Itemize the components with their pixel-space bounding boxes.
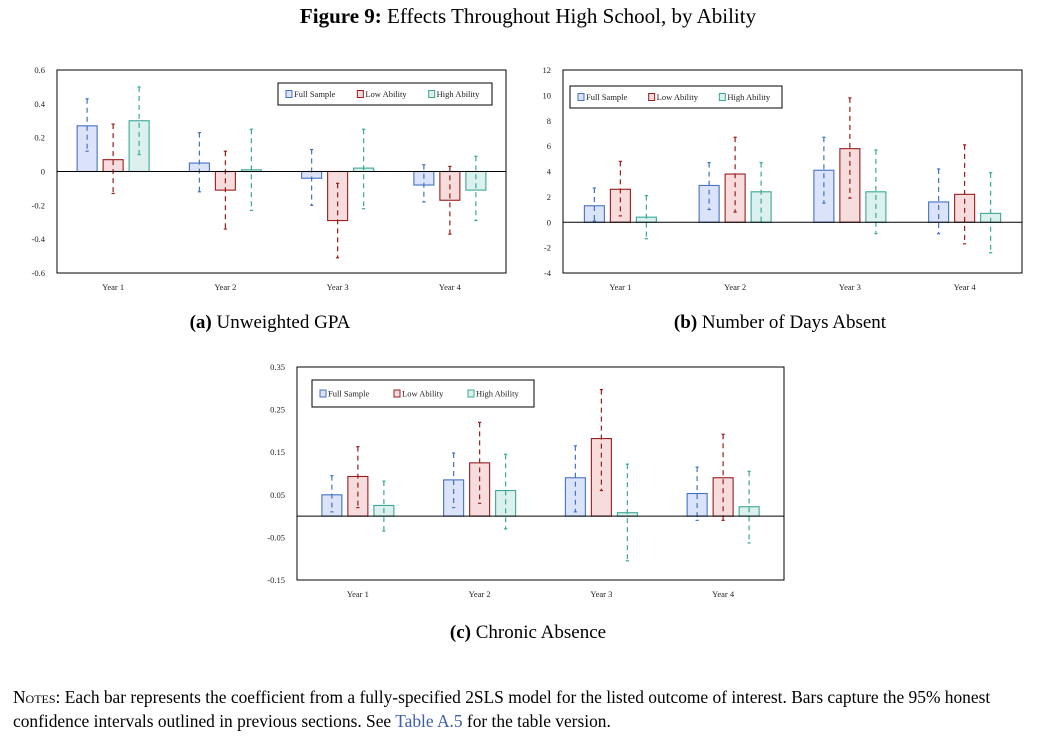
chronic-absence-legend-swatch-full-sample: [319, 389, 327, 398]
unweighted-gpa-xtick-label: Year 2: [214, 282, 236, 292]
chronic-absence-legend-label-high-ability: High Ability: [476, 389, 519, 399]
number-of-days-absent-legend-swatch-high-ability: [718, 93, 726, 101]
caption-days-absent-text: Number of Days Absent: [701, 312, 887, 333]
caption-chronic-absence-text: Chronic Absence: [475, 622, 607, 643]
number-of-days-absent-bar-low-ability-year-1: [609, 188, 631, 223]
number-of-days-absent-legend-label-full-sample: Full Sample: [586, 92, 628, 102]
number-of-days-absent-ytick-label: 6: [547, 141, 551, 151]
caption-days-absent-label: (b): [673, 312, 698, 333]
chronic-absence-ytick-label: 0.05: [270, 490, 285, 500]
unweighted-gpa-legend-box: [277, 82, 493, 106]
caption-gpa-text: Unweighted GPA: [216, 312, 351, 333]
chronic-absence-xtick-label: Year 2: [469, 589, 491, 599]
figure-label: Figure 9:: [299, 4, 382, 28]
figure-title: Figure 9: Effects Throughout High School…: [0, 4, 1056, 29]
number-of-days-absent-ytick-label: 0: [547, 217, 551, 227]
figure-notes: Notes: Each bar represents the coefficie…: [13, 685, 1045, 733]
unweighted-gpa-xtick-label: Year 3: [327, 282, 349, 292]
number-of-days-absent-legend-label-high-ability: High Ability: [727, 92, 770, 102]
chronic-absence-legend-box: [311, 379, 535, 408]
unweighted-gpa-ytick-label: -0.2: [32, 200, 45, 210]
figure-title-text: Effects Throughout High School, by Abili…: [387, 4, 757, 28]
table-reference-link[interactable]: Table A.5: [395, 711, 463, 731]
unweighted-gpa-ytick-label: -0.6: [32, 268, 45, 278]
chronic-absence-xtick-label: Year 3: [590, 589, 612, 599]
number-of-days-absent-ytick-label: 4: [547, 167, 552, 177]
number-of-days-absent-xtick-label: Year 2: [724, 282, 746, 292]
caption-gpa-label: (a): [189, 312, 212, 333]
unweighted-gpa-legend-swatch-high-ability: [428, 90, 436, 98]
number-of-days-absent-legend-box: [569, 85, 783, 109]
chronic-absence-legend-label-full-sample: Full Sample: [328, 389, 370, 399]
unweighted-gpa-legend-swatch-full-sample: [285, 90, 293, 98]
chronic-absence-bar-low-ability-year-3: [590, 438, 612, 517]
chronic-absence-plot-frame: [296, 366, 785, 581]
chronic-absence-xtick-label: Year 1: [347, 589, 369, 599]
unweighted-gpa-ytick-label: 0: [41, 167, 45, 177]
chart-panel-chronic-absence: 0.35 0.25 0.15 0.05 -0.05 -0.15 Year 1 Year 2 Ye…: [267, 362, 785, 599]
unweighted-gpa-ytick-label: 0.2: [34, 133, 45, 143]
chart-panel-gpa: 0.6 0.4 0.2 0 -0.2 -0.4 -0.6 Year 1 Year 2 Year 3…: [32, 65, 507, 292]
chronic-absence-ytick-label: 0.25: [270, 405, 285, 415]
number-of-days-absent-legend-label-low-ability: Low Ability: [657, 92, 699, 102]
unweighted-gpa-ytick-label: -0.4: [32, 234, 46, 244]
notes-body-2: for the table version.: [462, 711, 611, 731]
number-of-days-absent-plot-frame: [562, 69, 1023, 274]
notes-lead: Notes:: [13, 687, 61, 707]
unweighted-gpa-xtick-label: Year 4: [439, 282, 462, 292]
unweighted-gpa-ytick-label: 0.4: [34, 99, 45, 109]
chronic-absence-legend-swatch-high-ability: [467, 389, 475, 398]
chronic-absence-legend-swatch-low-ability: [393, 389, 401, 398]
chart-panel-days-absent: 12 10 8 6 4 2 0 -2 -4 Year 1 Year 2 Year 3 Year 4 Ful…: [543, 65, 1023, 292]
caption-chronic-absence-label: (c): [449, 622, 471, 643]
chronic-absence-ytick-label: 0.15: [270, 447, 285, 457]
chronic-absence-ytick-label: 0.35: [270, 362, 285, 372]
caption-days-absent: (b) Number of Days Absent: [570, 312, 990, 334]
number-of-days-absent-ytick-label: 10: [543, 90, 552, 100]
number-of-days-absent-ytick-label: 8: [547, 116, 551, 126]
unweighted-gpa-bar-high-ability-year-1: [128, 120, 150, 173]
chronic-absence-ytick-label: -0.05: [267, 532, 285, 542]
number-of-days-absent-xtick-label: Year 3: [839, 282, 861, 292]
number-of-days-absent-ytick-label: 12: [543, 65, 552, 75]
number-of-days-absent-ytick-label: -4: [544, 268, 552, 278]
unweighted-gpa-xtick-label: Year 1: [102, 282, 124, 292]
number-of-days-absent-xtick-label: Year 4: [954, 282, 977, 292]
unweighted-gpa-legend-label-full-sample: Full Sample: [294, 89, 336, 99]
number-of-days-absent-ytick-label: 2: [547, 192, 551, 202]
number-of-days-absent-bar-low-ability-year-3: [839, 148, 861, 223]
number-of-days-absent-bar-low-ability-year-2: [724, 173, 746, 223]
unweighted-gpa-legend-swatch-low-ability: [356, 90, 364, 98]
caption-gpa: (a) Unweighted GPA: [60, 312, 480, 334]
number-of-days-absent-ytick-label: -2: [544, 243, 551, 253]
chronic-absence-legend-label-low-ability: Low Ability: [402, 389, 444, 399]
unweighted-gpa-legend-label-high-ability: High Ability: [437, 89, 480, 99]
unweighted-gpa-ytick-label: 0.6: [34, 65, 45, 75]
chronic-absence-ytick-label: -0.15: [267, 575, 285, 585]
number-of-days-absent-legend-swatch-low-ability: [648, 93, 656, 101]
chronic-absence-bar-full-sample-year-2: [443, 479, 465, 517]
unweighted-gpa-legend-label-low-ability: Low Ability: [365, 89, 407, 99]
notes-body-1: Each bar represents the coefficient from…: [13, 687, 991, 731]
chronic-absence-xtick-label: Year 4: [712, 589, 735, 599]
caption-chronic-absence: (c) Chronic Absence: [318, 622, 738, 644]
number-of-days-absent-legend-swatch-full-sample: [577, 93, 585, 101]
number-of-days-absent-xtick-label: Year 1: [609, 282, 631, 292]
